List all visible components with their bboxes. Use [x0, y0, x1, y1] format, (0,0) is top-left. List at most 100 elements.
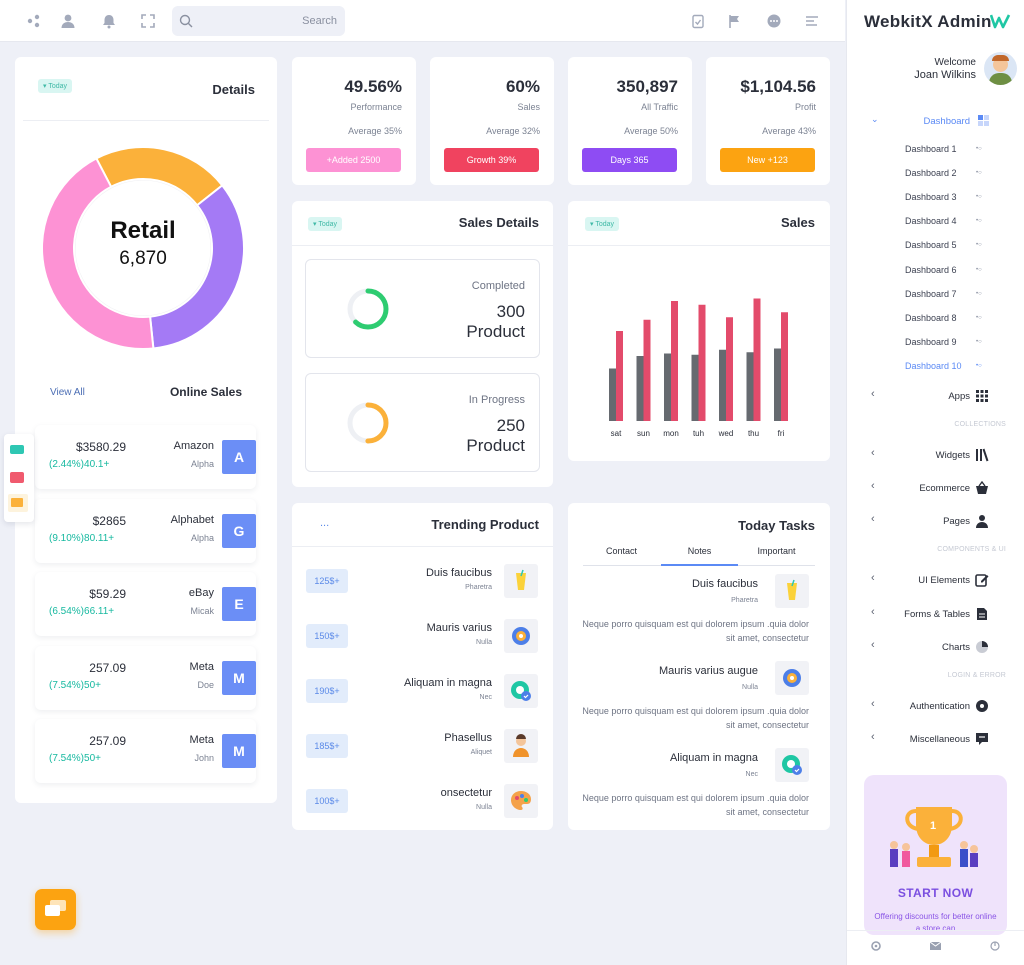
sales-list-item[interactable]: $3580.29 (2.44%)40.1+ Amazon Alpha A: [35, 425, 256, 489]
section-components: COMPONENTS & UI: [937, 546, 1006, 553]
in-progress-box: In Progress 250 Product: [305, 373, 540, 472]
auth-chevron-icon[interactable]: ‹: [871, 698, 875, 710]
sidebar-dashboard-item[interactable]: Dashboard 10: [905, 360, 962, 371]
nav-ecommerce[interactable]: Ecommerce: [919, 483, 970, 494]
sidebar-dashboard-item[interactable]: Dashboard 1: [905, 144, 957, 154]
stat-button[interactable]: Days 365: [582, 148, 677, 172]
settings-icon[interactable]: [871, 941, 881, 951]
today-badge[interactable]: ▾ Today: [38, 79, 73, 93]
nav-miscellaneous[interactable]: Miscellaneous: [909, 734, 970, 745]
forms-chevron-icon[interactable]: ‹: [871, 606, 875, 618]
dice-icon[interactable]: [10, 472, 24, 483]
tab-important[interactable]: Important: [757, 546, 796, 556]
sidebar-dashboard-item[interactable]: Dashboard 5: [905, 240, 957, 251]
nav-charts[interactable]: Charts: [942, 642, 970, 653]
ecommerce-chevron-icon[interactable]: ‹: [871, 480, 875, 492]
task-item[interactable]: Duis faucibus Pharetra Neque porro quisqua…: [568, 503, 830, 643]
completed-box: Completed 300 Product: [305, 259, 540, 358]
stat-button[interactable]: New +123: [720, 148, 815, 172]
cash-icon[interactable]: [10, 445, 24, 454]
sales-list-item[interactable]: $2865 (9.10%)80.11+ Alphabet Alpha G: [35, 499, 256, 563]
stat-button[interactable]: +Added 2500: [306, 148, 401, 172]
task-item[interactable]: Aliquam in magna Nec Neque porro quisquam …: [568, 503, 830, 817]
sale-subtitle: Alpha: [190, 533, 214, 543]
widgets-chevron-icon[interactable]: ‹: [871, 447, 875, 459]
trending-item[interactable]: 190$+ Aliquam in magna Nec: [306, 671, 538, 711]
sidebar-dashboard-item[interactable]: Dashboard 6: [905, 264, 957, 275]
trending-item[interactable]: 125$+ Duis faucibus Pharetra: [306, 561, 538, 601]
active-tab-indicator: [661, 564, 738, 566]
sales-list-item[interactable]: 257.09 (7.54%)50+ Meta John M: [35, 719, 256, 783]
pie-chart-icon: [976, 641, 988, 653]
clipboard-icon[interactable]: [690, 13, 706, 29]
power-icon[interactable]: [990, 941, 1000, 951]
share-icon[interactable]: [26, 13, 42, 29]
trending-item[interactable]: 100$+ onsectetur Nulla: [306, 781, 538, 821]
today-badge[interactable]: ▾ Today: [585, 217, 620, 231]
nav-dashboard[interactable]: Dashboard: [923, 116, 970, 127]
company-avatar: M: [222, 661, 256, 695]
sale-percent: (6.54%)66.11+: [49, 606, 115, 617]
chat-fab-button[interactable]: [35, 889, 76, 930]
more-options-button[interactable]: ...: [320, 517, 330, 529]
nav-forms-tables[interactable]: Forms & Tables: [904, 609, 970, 620]
mail-icon[interactable]: [930, 942, 941, 950]
charts-chevron-icon[interactable]: ‹: [871, 639, 875, 651]
in-progress-unit: Product: [466, 436, 525, 455]
sales-list-item[interactable]: 257.09 (7.54%)50+ Meta Doe M: [35, 646, 256, 710]
bell-icon[interactable]: [101, 13, 117, 29]
trending-item[interactable]: 150$+ Mauris varius Nulla: [306, 616, 538, 656]
misc-chevron-icon[interactable]: ‹: [871, 731, 875, 743]
nav-apps[interactable]: Apps: [948, 391, 970, 402]
tab-contact[interactable]: Contact: [605, 546, 638, 556]
chat-bubbles-icon: [45, 900, 66, 916]
user-name[interactable]: Joan Wilkins: [914, 69, 976, 81]
widgets-icon: [976, 448, 989, 462]
chat-icon[interactable]: [766, 13, 782, 29]
stat-button[interactable]: Growth 39%: [444, 148, 539, 172]
sidebar-dashboard-item[interactable]: Dashboard 3: [905, 192, 957, 203]
trending-price: 100$+: [306, 789, 348, 813]
menu-icon[interactable]: [804, 13, 820, 29]
task-name: Duis faucibus: [691, 578, 758, 590]
chat-square-icon: [976, 733, 988, 745]
task-item[interactable]: Mauris varius augue Nulla Neque porro quis…: [568, 503, 830, 730]
dashboard-chevron-icon[interactable]: ⌄: [871, 114, 879, 124]
search-input[interactable]: Search: [302, 15, 337, 27]
sidebar-dashboard-item[interactable]: Dashboard 9: [905, 336, 957, 347]
bullet-icon: •○: [976, 194, 982, 201]
donut-label: Retail: [110, 217, 176, 244]
nav-ui-elements[interactable]: UI Elements: [918, 575, 970, 586]
promo-title[interactable]: START NOW: [897, 886, 974, 900]
avatar[interactable]: [984, 52, 1017, 85]
chart-x-tick-label: tuh: [693, 429, 704, 438]
user-icon[interactable]: [60, 13, 76, 29]
dashboard-icon: [978, 115, 989, 126]
nav-widgets[interactable]: Widgets: [935, 450, 970, 461]
nav-pages[interactable]: Pages: [943, 516, 970, 527]
layers-icon-wrap[interactable]: [8, 494, 28, 512]
sidebar-dashboard-item[interactable]: Dashboard 7: [905, 288, 957, 299]
search-box[interactable]: Search: [172, 6, 345, 36]
pages-chevron-icon[interactable]: ‹: [871, 513, 875, 525]
bullet-icon: •○: [976, 242, 982, 249]
ui-elements-chevron-icon[interactable]: ‹: [871, 572, 875, 584]
sales-list-item[interactable]: $59.29 (6.54%)66.11+ eBay Micak E: [35, 572, 256, 636]
bullet-icon: •○: [976, 338, 982, 345]
company-avatar: A: [222, 440, 256, 474]
sidebar-dashboard-item[interactable]: Dashboard 4: [905, 216, 957, 227]
today-badge[interactable]: ▾ Today: [308, 217, 343, 231]
nav-authentication[interactable]: Authentication: [909, 701, 970, 712]
flag-icon[interactable]: [727, 13, 743, 29]
view-all-link[interactable]: View All: [50, 387, 85, 398]
sidebar-dashboard-item[interactable]: Dashboard 2: [905, 168, 957, 179]
brand-title[interactable]: WebkitX Admin: [864, 12, 992, 31]
divider: [568, 245, 830, 246]
fullscreen-icon[interactable]: [140, 13, 156, 29]
apps-chevron-icon[interactable]: ‹: [871, 388, 875, 400]
tab-notes[interactable]: Notes: [687, 546, 712, 556]
trending-item[interactable]: 185$+ Phasellus Aliquet: [306, 726, 538, 766]
sidebar-dashboard-item[interactable]: Dashboard 8: [905, 312, 957, 323]
sale-company: Meta: [189, 734, 214, 746]
welcome-label: Welcome: [934, 57, 977, 68]
